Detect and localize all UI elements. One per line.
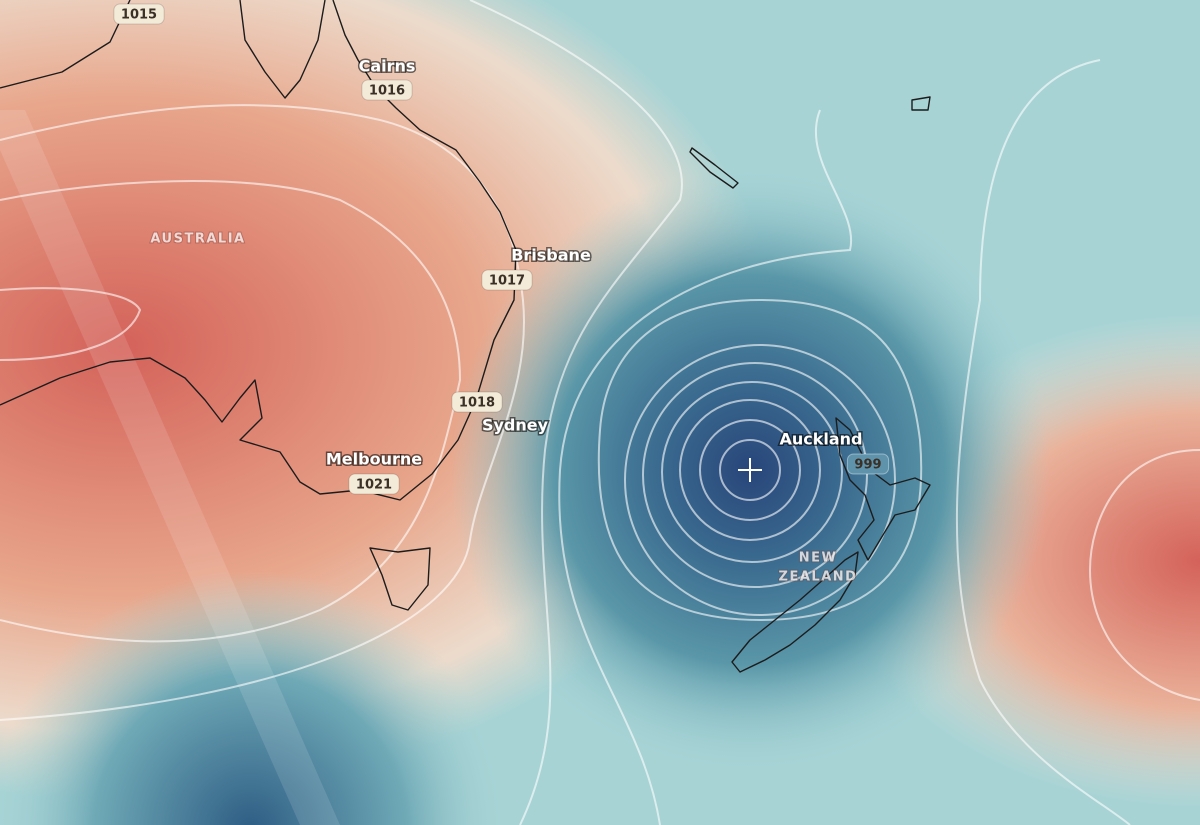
place-label: Auckland: [779, 430, 862, 449]
pressure-value: 1017: [489, 274, 525, 289]
coastlines: [0, 0, 931, 673]
pressure-value: 1021: [356, 478, 392, 493]
region-label: AUSTRALIA: [150, 232, 245, 247]
labels: AUSTRALIA NEW ZEALAND Cairns Brisbane Sy…: [113, 3, 890, 586]
pressure-value: 1018: [459, 396, 495, 411]
pressure-value: 1015: [121, 8, 157, 23]
pressure-badge: [481, 269, 533, 291]
place-label: Brisbane: [511, 246, 591, 265]
pressure-badge: [451, 391, 503, 413]
pressure-label: 999: [846, 453, 890, 475]
region-label: NEW: [799, 551, 838, 566]
pressure-badge: [846, 453, 890, 475]
pressure-label: 1017: [481, 269, 533, 291]
low-center: [738, 458, 762, 482]
place-label: Sydney: [482, 416, 549, 435]
region-label: ZEALAND: [779, 570, 858, 585]
pressure-badge: [348, 473, 400, 495]
pressure-label: 1018: [451, 391, 503, 413]
pressure-label: 1021: [348, 473, 400, 495]
pressure-value: 1016: [369, 84, 405, 99]
pressure-badge: [113, 3, 165, 25]
place-label: Cairns: [359, 57, 416, 76]
pressure-value: 999: [854, 458, 881, 473]
pressure-badge: [361, 79, 413, 101]
pressure-label: 1016: [361, 79, 413, 101]
place-label: Melbourne: [326, 450, 422, 469]
pressure-label: 1015: [113, 3, 165, 25]
